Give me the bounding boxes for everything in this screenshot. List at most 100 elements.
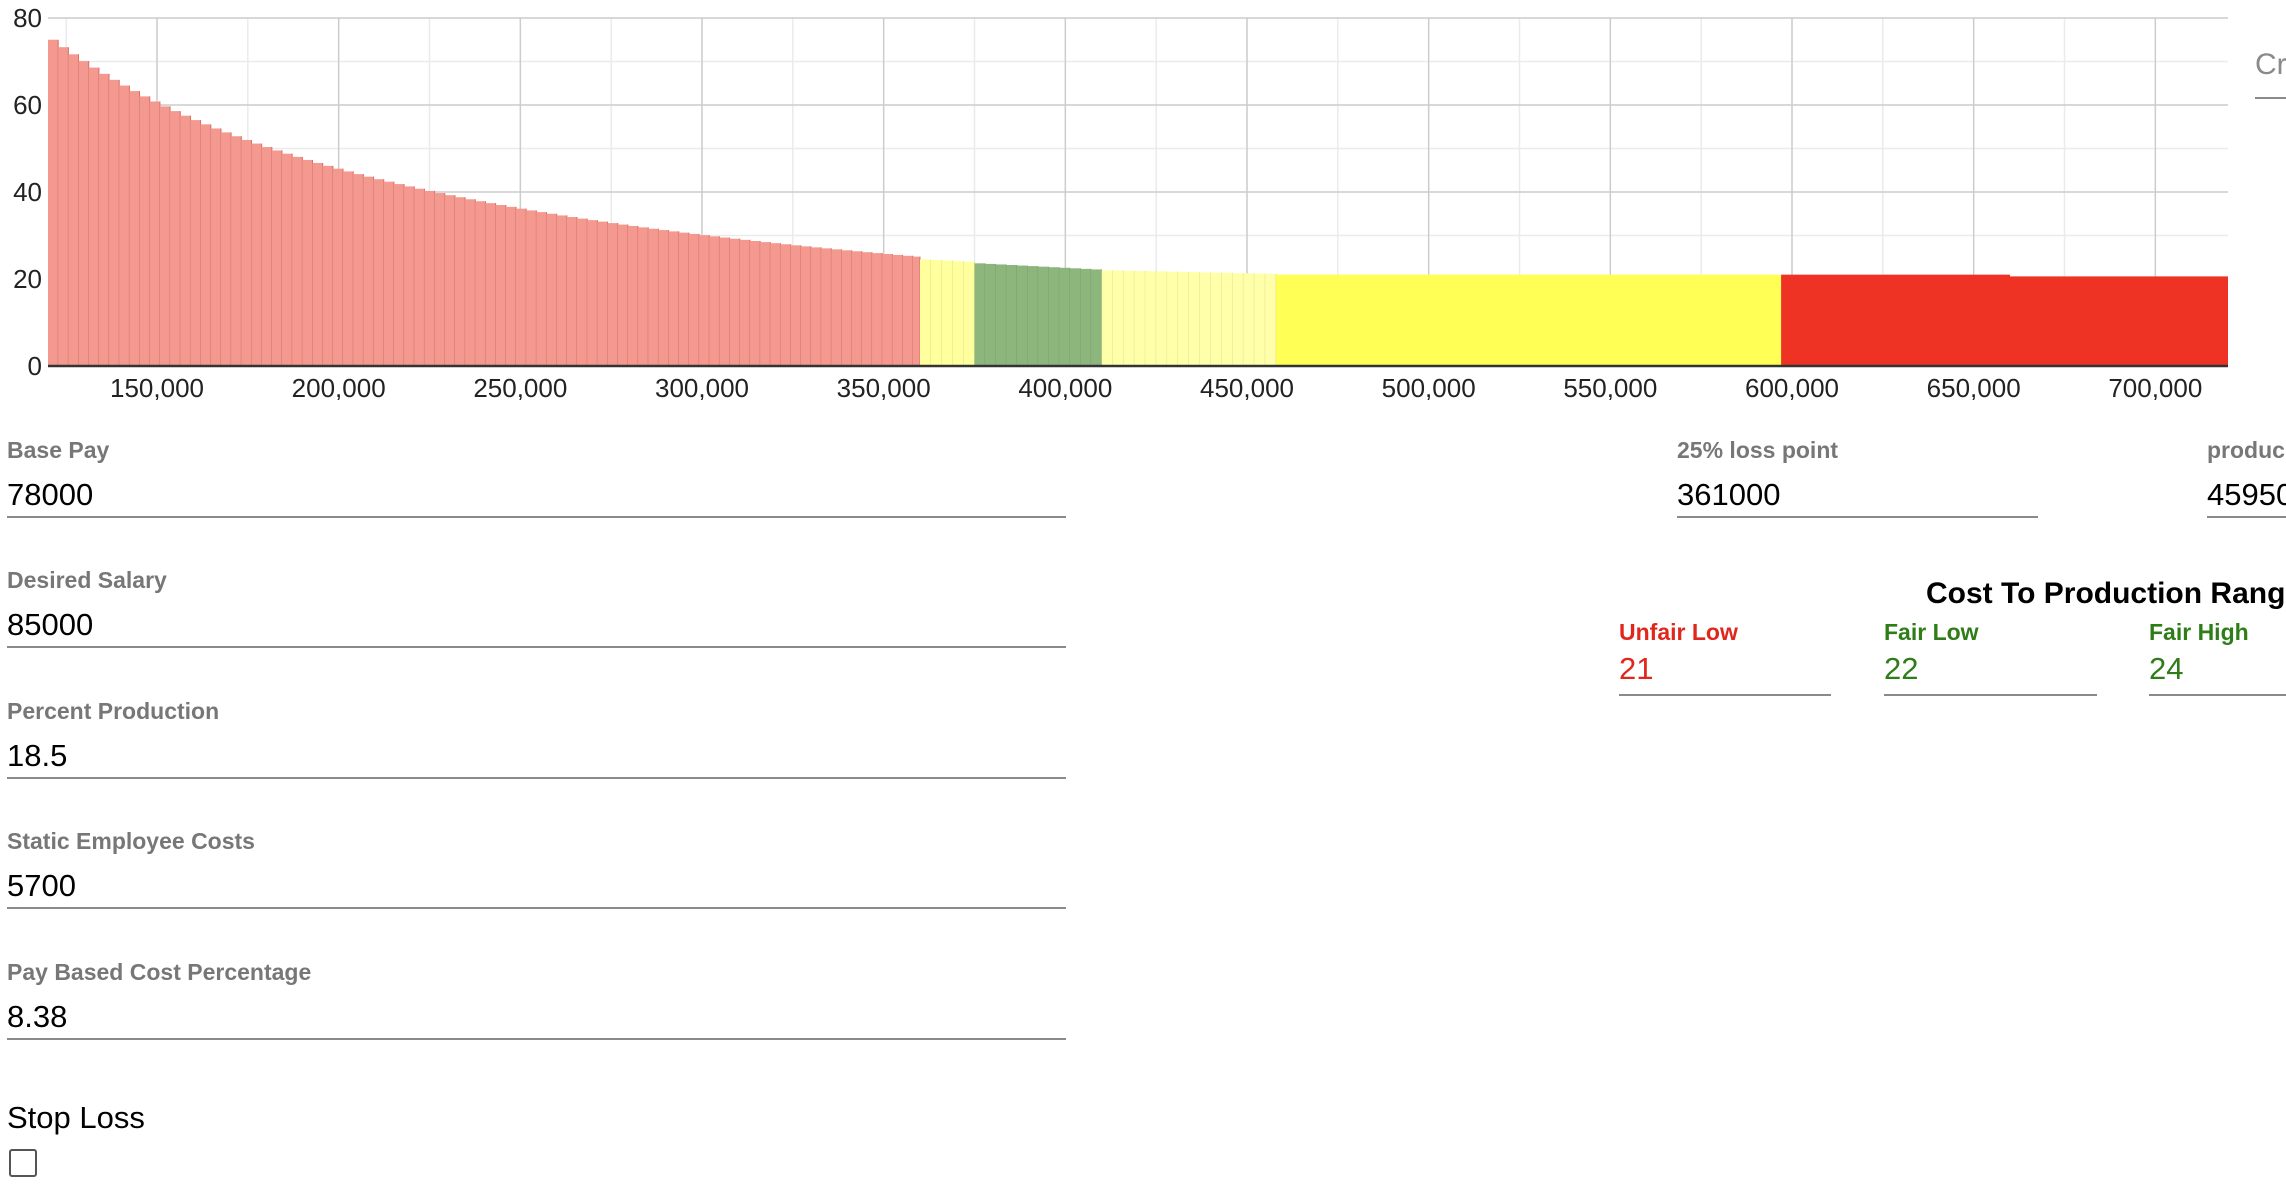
unfair-low-label: Unfair Low xyxy=(1619,619,1738,645)
fair-low-value[interactable]: 22 xyxy=(1884,646,2097,696)
chart-bar xyxy=(1006,265,1018,366)
production-field: produc xyxy=(2207,437,2286,532)
chart-bar xyxy=(465,199,476,366)
chart-bar xyxy=(902,255,914,366)
chart-bar xyxy=(170,111,181,366)
chart-bar xyxy=(831,249,842,366)
chart-bar xyxy=(1080,268,1092,366)
chart-bar xyxy=(617,224,629,366)
chart-bar xyxy=(353,174,364,366)
pay-based-cost-label: Pay Based Cost Percentage xyxy=(7,959,312,985)
chart-bar xyxy=(892,254,903,366)
chart-bar xyxy=(1243,273,1255,366)
chart-bar xyxy=(800,246,812,366)
y-tick-label: 40 xyxy=(13,177,42,207)
y-tick-label: 60 xyxy=(13,90,42,120)
fair-high-label: Fair High xyxy=(2149,619,2249,645)
chart-bar xyxy=(220,132,232,366)
chart-bar xyxy=(668,231,680,366)
percent-production-label: Percent Production xyxy=(7,698,220,724)
x-tick-label: 700,000 xyxy=(2108,373,2202,400)
desired-salary-field: Desired Salary xyxy=(7,567,1066,648)
cost-to-production-title-wrap: Cost To Production Range xyxy=(1926,577,2286,617)
chart-bar xyxy=(434,193,446,366)
chart-bar xyxy=(526,210,537,366)
loss-point-label: 25% loss point xyxy=(1677,437,1839,463)
x-tick-label: 300,000 xyxy=(655,373,749,400)
x-tick-label: 400,000 xyxy=(1018,373,1112,400)
chart-bar xyxy=(1048,267,1060,366)
chart-bar xyxy=(841,250,853,366)
loss-point-field: 25% loss point xyxy=(1677,437,2038,518)
chart-bar xyxy=(343,171,354,366)
chart-bar xyxy=(587,220,598,366)
fair-high-value[interactable]: 24 xyxy=(2149,646,2286,696)
chart-bar xyxy=(861,252,873,366)
chart-bar xyxy=(505,206,517,366)
chart-bar xyxy=(139,96,151,367)
chart-bar xyxy=(1232,273,1244,366)
base-pay-label: Base Pay xyxy=(7,437,110,463)
pay-based-cost-input[interactable] xyxy=(7,996,1066,1040)
chart-bar xyxy=(271,150,283,366)
chart-bar xyxy=(627,225,639,366)
chart-bar xyxy=(974,263,986,366)
chart-bar xyxy=(607,223,619,366)
chart-bars xyxy=(48,39,2228,367)
side-input-placeholder[interactable]: Cr xyxy=(2255,48,2286,81)
production-input[interactable] xyxy=(2207,474,2286,518)
chart-bar xyxy=(1112,270,1124,366)
x-tick-label: 450,000 xyxy=(1200,373,1294,400)
static-employee-costs-field: Static Employee Costs xyxy=(7,828,1066,909)
x-tick-label: 500,000 xyxy=(1382,373,1476,400)
chart-bar xyxy=(98,73,110,367)
percent-production-input[interactable] xyxy=(7,735,1066,779)
chart-bar xyxy=(302,159,313,366)
chart-bar xyxy=(292,156,303,366)
chart-bar xyxy=(985,263,997,366)
chart-bar xyxy=(1199,272,1212,366)
chart-bar xyxy=(475,201,486,366)
chart-bar xyxy=(1091,269,1103,366)
chart-bar xyxy=(180,115,191,367)
x-tick-label: 250,000 xyxy=(473,373,567,400)
chart-bar xyxy=(190,120,201,366)
chart-bar xyxy=(546,213,558,366)
chart-bar xyxy=(210,128,222,366)
chart-bar xyxy=(1221,272,1233,366)
x-tick-label: 200,000 xyxy=(292,373,386,400)
static-employee-costs-input[interactable] xyxy=(7,865,1066,909)
chart-bar xyxy=(1188,272,1201,366)
desired-salary-input[interactable] xyxy=(7,604,1066,648)
chart-bar xyxy=(2010,276,2228,366)
chart-bar xyxy=(770,243,781,366)
chart-bar xyxy=(811,247,822,366)
chart-bar xyxy=(749,241,761,366)
chart-bar xyxy=(597,221,608,366)
chart-bar xyxy=(577,218,588,366)
chart-bar xyxy=(241,139,252,366)
chart-bar xyxy=(281,153,293,366)
loss-point-input[interactable] xyxy=(1677,474,2038,518)
stop-loss-checkbox[interactable] xyxy=(9,1149,37,1177)
chart-bar xyxy=(332,168,344,366)
x-tick-label: 600,000 xyxy=(1745,373,1839,400)
chart-bar xyxy=(1781,274,2010,366)
chart-bar xyxy=(1027,266,1039,366)
chart-bar xyxy=(760,242,771,366)
chart-bar xyxy=(485,203,497,366)
chart-bar xyxy=(995,264,1007,366)
chart-bar xyxy=(1210,272,1222,366)
chart-bar xyxy=(1156,271,1168,366)
chart-bar xyxy=(790,245,802,366)
chart-bar xyxy=(638,227,649,366)
chart-bar xyxy=(688,233,700,366)
chart-bar xyxy=(851,251,863,366)
base-pay-input[interactable] xyxy=(7,474,1066,518)
unfair-low-value[interactable]: 21 xyxy=(1619,646,1831,696)
chart-bar xyxy=(1069,268,1081,366)
x-tick-label: 650,000 xyxy=(1927,373,2021,400)
chart-bar xyxy=(444,195,456,366)
y-tick-label: 0 xyxy=(28,351,42,381)
chart-bar xyxy=(159,106,171,366)
